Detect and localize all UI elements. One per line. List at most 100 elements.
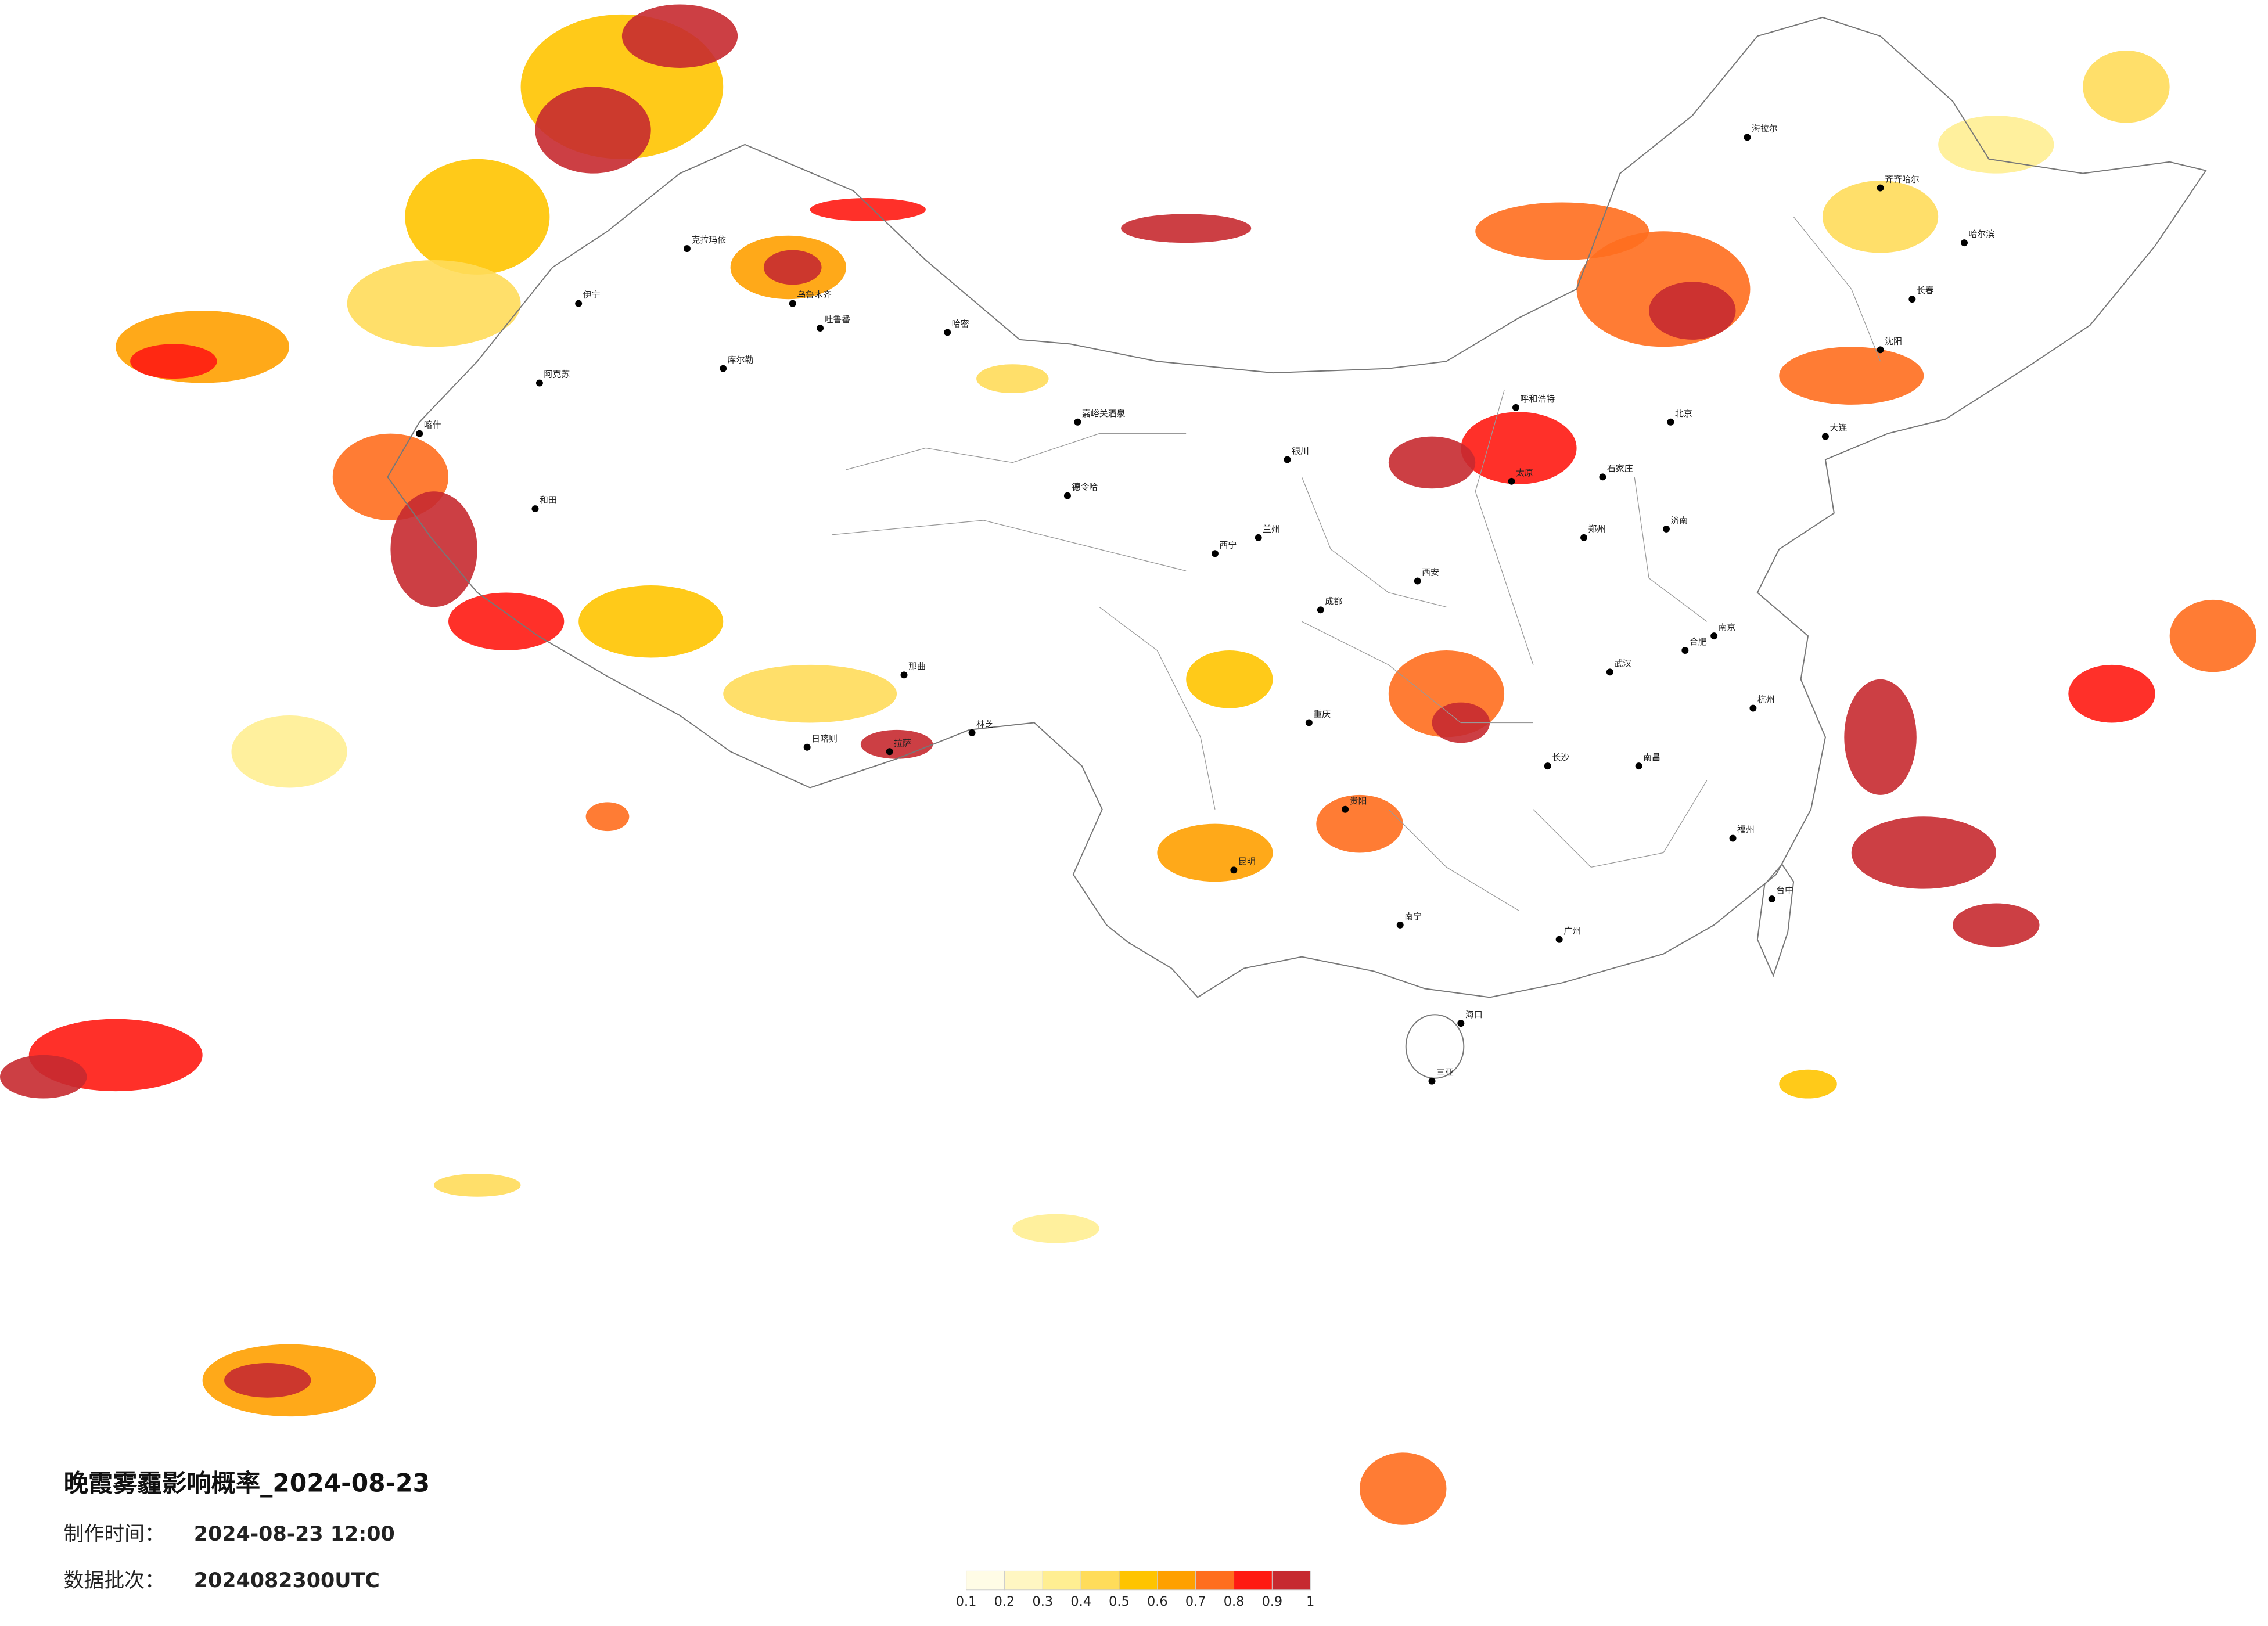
city-dot bbox=[1663, 525, 1670, 533]
city-label: 那曲 bbox=[908, 661, 926, 671]
city-dot bbox=[1211, 550, 1219, 557]
legend-swatch bbox=[966, 1570, 1005, 1591]
city-dot bbox=[1635, 762, 1642, 770]
haze-patch bbox=[1779, 1069, 1837, 1099]
city-dot bbox=[1681, 647, 1689, 654]
city-label: 广州 bbox=[1563, 926, 1581, 936]
city-dot bbox=[789, 300, 796, 307]
city-label: 海拉尔 bbox=[1752, 123, 1778, 134]
city-label: 沈阳 bbox=[1885, 336, 1902, 346]
city-dot bbox=[535, 379, 543, 387]
haze-patch bbox=[585, 802, 630, 832]
made-label: 制作时间： bbox=[64, 1523, 165, 1546]
city-dot bbox=[944, 329, 951, 336]
city-dot bbox=[1744, 134, 1751, 141]
city-label: 杭州 bbox=[1757, 695, 1775, 705]
city-dot bbox=[575, 300, 583, 307]
haze-patch bbox=[390, 491, 477, 607]
city-dot bbox=[803, 743, 811, 751]
haze-patch bbox=[0, 1055, 87, 1099]
haze-patch bbox=[1938, 116, 2054, 174]
city-dot bbox=[1555, 936, 1563, 943]
city-dot bbox=[1457, 1020, 1465, 1027]
haze-patch bbox=[810, 197, 926, 221]
city-label: 林芝 bbox=[976, 719, 994, 729]
city-label: 嘉峪关酒泉 bbox=[1082, 408, 1126, 419]
city-dot bbox=[968, 729, 976, 736]
city-dot bbox=[1768, 895, 1775, 903]
city-label: 三亚 bbox=[1436, 1067, 1454, 1078]
city-dot bbox=[900, 671, 908, 679]
legend-tick-label: 0.8 bbox=[1224, 1594, 1245, 1609]
city-dot bbox=[1729, 834, 1737, 842]
haze-patch bbox=[621, 4, 738, 68]
city-label: 伊宁 bbox=[583, 290, 601, 300]
haze-patch bbox=[1121, 214, 1252, 243]
city-label: 成都 bbox=[1325, 596, 1342, 606]
mainland-border bbox=[387, 16, 2207, 998]
haze-patch bbox=[434, 1173, 521, 1197]
city-label: 齐齐哈尔 bbox=[1885, 174, 1920, 185]
haze-patch bbox=[130, 344, 217, 379]
city-label: 银川 bbox=[1292, 446, 1309, 456]
legend-swatch bbox=[1119, 1570, 1158, 1591]
city-label: 哈密 bbox=[952, 318, 969, 329]
map-title: 晚霞雾霾影响概率_2024-08-23 bbox=[64, 1469, 430, 1498]
haze-patch bbox=[723, 664, 897, 723]
legend-tick-label: 0.1 bbox=[956, 1594, 977, 1609]
legend-swatch bbox=[1234, 1570, 1273, 1591]
city-label: 喀什 bbox=[424, 420, 441, 430]
taiwan-border bbox=[1756, 863, 1795, 977]
haze-patch bbox=[2068, 664, 2155, 723]
haze-patch bbox=[1461, 412, 1577, 484]
haze-patch bbox=[1779, 347, 1924, 405]
haze-patch bbox=[1157, 823, 1273, 882]
city-dot bbox=[1255, 534, 1262, 541]
haze-patch bbox=[1316, 794, 1403, 853]
haze-patch bbox=[448, 592, 565, 650]
haze-patch bbox=[578, 585, 724, 658]
city-dot bbox=[1317, 606, 1324, 614]
legend-tick-label: 0.7 bbox=[1185, 1594, 1206, 1609]
city-label: 库尔勒 bbox=[728, 355, 754, 365]
legend-swatch bbox=[1080, 1570, 1120, 1591]
city-dot bbox=[1396, 921, 1404, 929]
city-dot bbox=[1961, 239, 1968, 247]
city-label: 乌鲁木齐 bbox=[797, 290, 832, 300]
city-dot bbox=[1710, 632, 1718, 640]
city-label: 阿克苏 bbox=[544, 369, 570, 380]
city-label: 济南 bbox=[1670, 515, 1688, 526]
haze-patch bbox=[1953, 903, 2040, 947]
city-label: 昆明 bbox=[1238, 856, 1256, 866]
legend-swatch bbox=[1157, 1570, 1196, 1591]
city-label: 拉萨 bbox=[894, 738, 911, 748]
haze-patch bbox=[1475, 202, 1649, 260]
city-label: 克拉玛依 bbox=[691, 235, 726, 245]
haze-patch bbox=[2169, 599, 2257, 672]
legend-swatch bbox=[1004, 1570, 1043, 1591]
city-label: 福州 bbox=[1737, 825, 1755, 835]
city-label: 南昌 bbox=[1643, 752, 1660, 762]
haze-patch bbox=[1388, 436, 1476, 489]
city-dot bbox=[1230, 866, 1238, 874]
city-dot bbox=[886, 748, 893, 756]
city-label: 长沙 bbox=[1552, 752, 1569, 762]
city-label: 吐鲁番 bbox=[825, 314, 851, 325]
city-label: 海口 bbox=[1465, 1009, 1483, 1020]
city-label: 呼和浩特 bbox=[1520, 394, 1555, 404]
legend-tick-label: 0.3 bbox=[1032, 1594, 1053, 1609]
haze-patch bbox=[1012, 1214, 1099, 1243]
haze-patch bbox=[1851, 816, 1996, 889]
city-dot bbox=[1063, 492, 1071, 499]
city-dot bbox=[1512, 404, 1519, 411]
haze-patch bbox=[535, 87, 651, 174]
city-dot bbox=[1821, 433, 1829, 440]
city-label: 武汉 bbox=[1614, 658, 1631, 668]
city-label: 贵阳 bbox=[1350, 796, 1367, 806]
city-label: 和田 bbox=[540, 495, 557, 505]
city-label: 太原 bbox=[1516, 467, 1533, 478]
city-dot bbox=[1305, 719, 1313, 726]
city-label: 西安 bbox=[1422, 567, 1439, 578]
